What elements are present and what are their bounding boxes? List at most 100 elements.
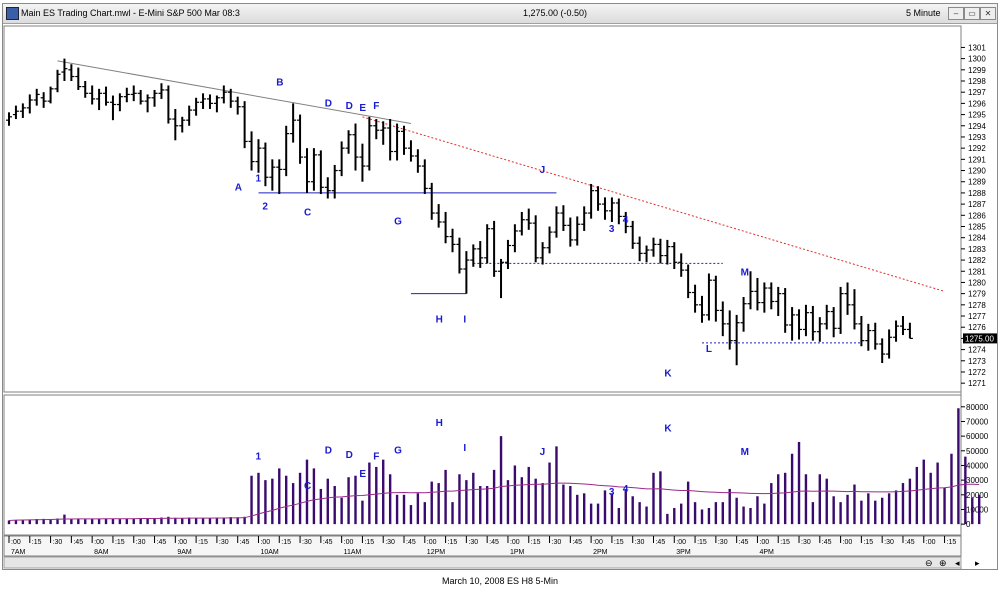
time-tick-label: :30 <box>635 539 645 546</box>
price-annotation-C: C <box>304 207 311 218</box>
time-tick-label: :00 <box>260 539 270 546</box>
time-tick-label: :45 <box>489 539 499 546</box>
hour-label: 11AM <box>344 549 362 556</box>
price-annotation-2: 2 <box>262 202 268 213</box>
price-tick-label: 1284 <box>968 234 986 243</box>
price-tick-label: 1286 <box>968 211 986 220</box>
price-tick-label: 1293 <box>968 133 986 142</box>
price-annotation-L: L <box>706 344 712 355</box>
chart-window: Main ES Trading Chart.mwl - E-Mini S&P 5… <box>2 3 998 570</box>
price-tick-label: 1278 <box>968 301 986 310</box>
price-annotation-D: D <box>325 99 332 110</box>
time-tick-label: :15 <box>947 539 957 546</box>
volume-annotation-4: 4 <box>623 484 629 495</box>
time-tick-label: :15 <box>32 539 42 546</box>
price-tick-label: 1296 <box>968 99 986 108</box>
time-tick-label: :30 <box>552 539 562 546</box>
time-tick-label: :30 <box>136 539 146 546</box>
chart-canvas[interactable]: 1301130012991298129712961295129412931292… <box>3 24 997 570</box>
time-tick-label: :00 <box>759 539 769 546</box>
price-tick-label: 1301 <box>968 43 986 52</box>
time-tick-label: :45 <box>905 539 915 546</box>
close-button[interactable]: ✕ <box>980 7 996 20</box>
time-tick-label: :45 <box>655 539 665 546</box>
price-annotation-D: D <box>346 101 353 112</box>
time-tick-label: :00 <box>843 539 853 546</box>
price-tick-label: 1271 <box>968 379 986 388</box>
price-tick-label: 1282 <box>968 256 986 265</box>
price-tick-label: 1287 <box>968 200 986 209</box>
horizontal-scrollbar[interactable] <box>3 556 962 569</box>
trendline-grey <box>57 60 412 125</box>
hour-label: 4PM <box>759 549 774 556</box>
price-annotation-1: 1 <box>255 174 261 185</box>
volume-annotation-J: J <box>540 447 546 458</box>
price-tick-label: 1276 <box>968 323 986 332</box>
volume-tick-label: 40000 <box>966 461 989 470</box>
volume-annotation-E: E <box>359 469 366 480</box>
price-annotation-A: A <box>235 183 242 194</box>
interval-label: 5 Minute <box>906 8 941 18</box>
price-annotation-K: K <box>664 368 672 379</box>
time-tick-label: :00 <box>11 539 21 546</box>
volume-annotation-C: C <box>304 481 311 492</box>
price-tick-label: 1285 <box>968 222 986 231</box>
nav-button-1[interactable]: ⊕ <box>939 558 947 568</box>
hour-label: 7AM <box>11 549 26 556</box>
time-tick-label: :00 <box>593 539 603 546</box>
volume-tick-label: 0 <box>966 520 971 529</box>
volume-tick-label: 70000 <box>966 417 989 426</box>
time-tick-label: :00 <box>94 539 104 546</box>
time-tick-label: :30 <box>219 539 229 546</box>
time-tick-label: :30 <box>468 539 478 546</box>
time-tick-label: :15 <box>198 539 208 546</box>
time-tick-label: :15 <box>281 539 291 546</box>
time-tick-label: :15 <box>364 539 374 546</box>
nav-button-3[interactable]: ▸ <box>975 558 980 568</box>
time-tick-label: :45 <box>572 539 582 546</box>
minimize-button[interactable]: – <box>948 7 964 20</box>
time-tick-label: :15 <box>697 539 707 546</box>
price-tick-label: 1273 <box>968 357 986 366</box>
price-annotation-4: 4 <box>623 215 629 226</box>
window-title: Main ES Trading Chart.mwl - E-Mini S&P 5… <box>21 8 240 18</box>
hour-label: 2PM <box>593 549 608 556</box>
price-tick-label: 1289 <box>968 178 986 187</box>
price-tick-label: 1295 <box>968 111 986 120</box>
time-tick-label: :00 <box>926 539 936 546</box>
volume-tick-label: 10000 <box>966 505 989 514</box>
price-tick-label: 1291 <box>968 155 986 164</box>
time-tick-label: :00 <box>177 539 187 546</box>
price-annotation-B: B <box>276 77 283 88</box>
nav-button-2[interactable]: ◂ <box>955 558 960 568</box>
time-tick-label: :45 <box>157 539 167 546</box>
hour-label: 1PM <box>510 549 525 556</box>
nav-button-0[interactable]: ⊖ <box>925 558 933 568</box>
last-price-label: 1275.00 <box>965 334 994 343</box>
price-panel-frame <box>3 25 962 393</box>
volume-annotation-H: H <box>436 418 443 429</box>
price-annotation-H: H <box>436 315 443 326</box>
price-tick-label: 1299 <box>968 66 986 75</box>
time-tick-label: :00 <box>676 539 686 546</box>
restore-button[interactable]: ▭ <box>964 7 980 20</box>
time-tick-label: :30 <box>801 539 811 546</box>
time-tick-label: :15 <box>863 539 873 546</box>
time-tick-label: :00 <box>510 539 520 546</box>
price-annotation-3: 3 <box>609 224 615 235</box>
volume-tick-label: 80000 <box>966 403 989 412</box>
hour-label: 3PM <box>676 549 691 556</box>
title-bar[interactable]: Main ES Trading Chart.mwl - E-Mini S&P 5… <box>3 4 997 24</box>
price-tick-label: 1292 <box>968 144 986 153</box>
quote-readout: 1,275.00 (-0.50) <box>523 8 588 18</box>
volume-moving-average <box>8 482 980 521</box>
volume-tick-label: 60000 <box>966 432 989 441</box>
price-annotation-I: I <box>463 315 466 326</box>
price-tick-label: 1298 <box>968 77 986 86</box>
time-tick-label: :30 <box>53 539 63 546</box>
downtrend-red <box>362 116 945 292</box>
price-tick-label: 1290 <box>968 167 986 176</box>
price-tick-label: 1288 <box>968 189 986 198</box>
time-tick-label: :15 <box>614 539 624 546</box>
time-tick-label: :00 <box>344 539 354 546</box>
